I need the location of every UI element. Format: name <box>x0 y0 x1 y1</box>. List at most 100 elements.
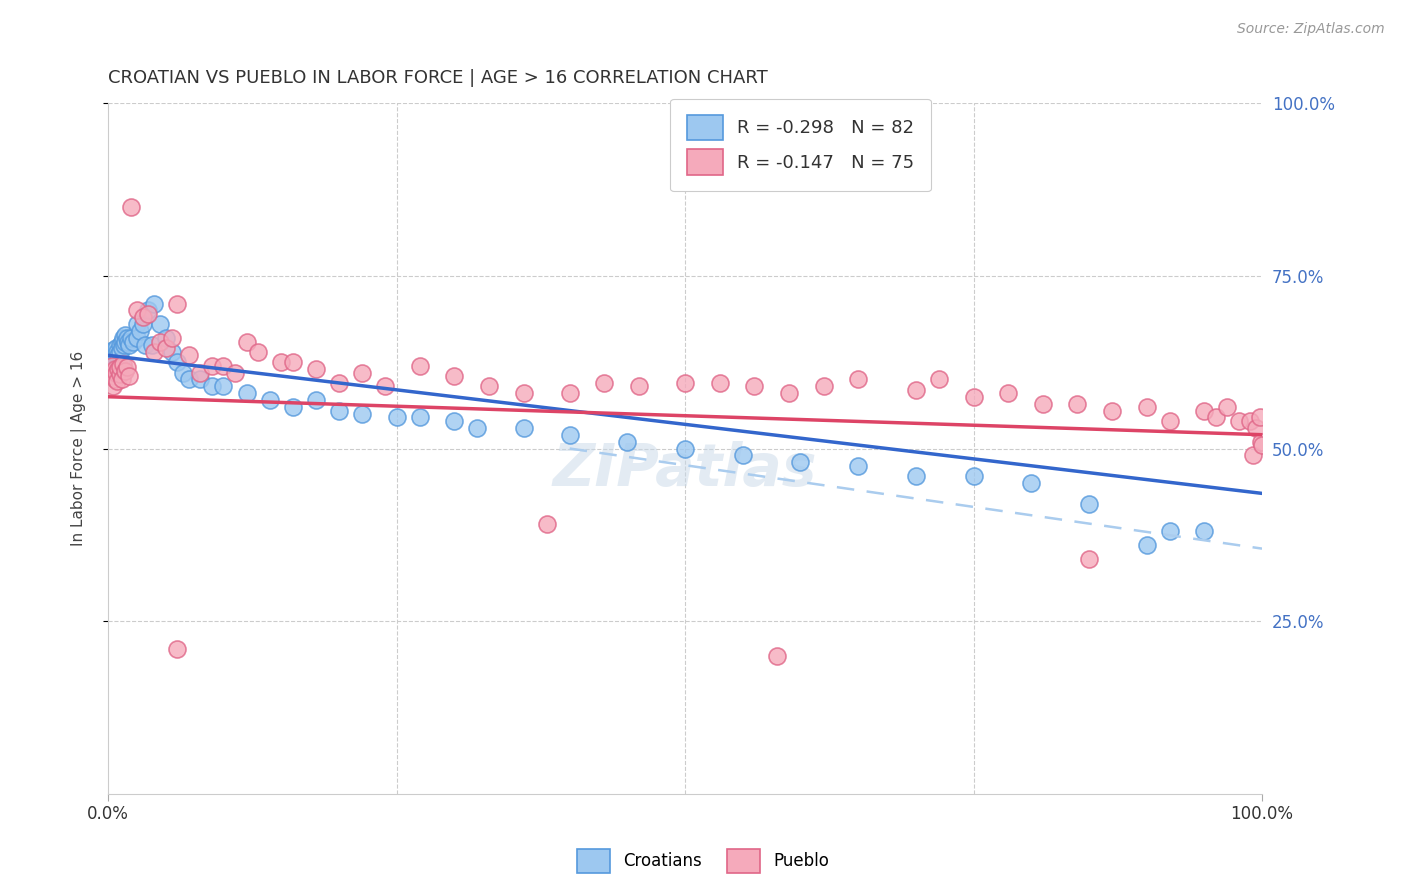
Point <box>177 348 200 362</box>
Point <box>281 400 304 414</box>
Point <box>904 469 927 483</box>
Point <box>131 310 153 325</box>
Point <box>166 296 188 310</box>
Point <box>593 376 616 390</box>
Point <box>1250 434 1272 449</box>
Text: Source: ZipAtlas.com: Source: ZipAtlas.com <box>1237 22 1385 37</box>
Point <box>138 303 160 318</box>
Point <box>125 318 148 332</box>
Point <box>114 334 136 349</box>
Point <box>281 355 304 369</box>
Point <box>160 344 183 359</box>
Point <box>1136 400 1159 414</box>
Point <box>125 331 148 345</box>
Text: ZIPatlаs: ZIPatlаs <box>553 441 817 498</box>
Point <box>160 331 183 345</box>
Point <box>107 362 129 376</box>
Point <box>385 410 408 425</box>
Point <box>997 386 1019 401</box>
Point <box>108 359 131 374</box>
Point <box>408 410 430 425</box>
Point <box>104 346 127 360</box>
Point <box>166 355 188 369</box>
Point <box>111 342 134 356</box>
Point <box>129 324 152 338</box>
Point <box>111 334 134 349</box>
Point <box>536 517 558 532</box>
Point <box>101 379 124 393</box>
Point <box>1066 397 1088 411</box>
Point <box>108 338 131 352</box>
Point <box>962 469 984 483</box>
Point <box>201 379 224 393</box>
Point <box>115 331 138 345</box>
Point <box>149 334 172 349</box>
Point <box>616 434 638 449</box>
Point <box>1194 403 1216 417</box>
Point <box>100 353 122 368</box>
Point <box>328 376 350 390</box>
Point <box>118 338 141 352</box>
Point <box>118 369 141 384</box>
Point <box>134 338 156 352</box>
Point <box>1241 449 1264 463</box>
Point <box>350 366 373 380</box>
Point <box>558 427 581 442</box>
Point <box>1246 421 1268 435</box>
Point <box>105 359 128 374</box>
Point <box>100 362 122 376</box>
Point <box>103 351 125 365</box>
Y-axis label: In Labor Force | Age > 16: In Labor Force | Age > 16 <box>72 351 87 546</box>
Point <box>155 331 177 345</box>
Point <box>143 296 166 310</box>
Point <box>742 379 765 393</box>
Point <box>104 362 127 376</box>
Point <box>467 421 489 435</box>
Point <box>108 344 131 359</box>
Point <box>627 379 650 393</box>
Point <box>100 359 122 373</box>
Point <box>149 318 172 332</box>
Point <box>190 366 212 380</box>
Point <box>224 366 246 380</box>
Point <box>155 342 177 356</box>
Point <box>112 338 135 352</box>
Point <box>103 362 125 376</box>
Point <box>105 342 128 356</box>
Point <box>766 648 789 663</box>
Point <box>350 407 373 421</box>
Point <box>131 318 153 332</box>
Point <box>778 386 800 401</box>
Point <box>100 355 122 369</box>
Point <box>112 357 135 371</box>
Point <box>789 455 811 469</box>
Point <box>105 344 128 359</box>
Point <box>1251 438 1274 452</box>
Point <box>108 367 131 381</box>
Point <box>512 421 534 435</box>
Point <box>112 331 135 345</box>
Point <box>105 351 128 366</box>
Point <box>673 442 696 456</box>
Point <box>104 366 127 380</box>
Point <box>100 359 122 373</box>
Point <box>1136 538 1159 552</box>
Point <box>1239 414 1261 428</box>
Point <box>374 379 396 393</box>
Point <box>1032 397 1054 411</box>
Point <box>103 369 125 384</box>
Point <box>101 355 124 369</box>
Point <box>259 393 281 408</box>
Point <box>201 359 224 373</box>
Point <box>110 353 132 368</box>
Point <box>105 374 128 388</box>
Point <box>305 393 328 408</box>
Point <box>1249 410 1271 425</box>
Point <box>731 449 754 463</box>
Legend: Croatians, Pueblo: Croatians, Pueblo <box>569 842 837 880</box>
Point <box>100 348 122 362</box>
Point <box>114 327 136 342</box>
Point <box>478 379 501 393</box>
Point <box>177 372 200 386</box>
Point <box>904 383 927 397</box>
